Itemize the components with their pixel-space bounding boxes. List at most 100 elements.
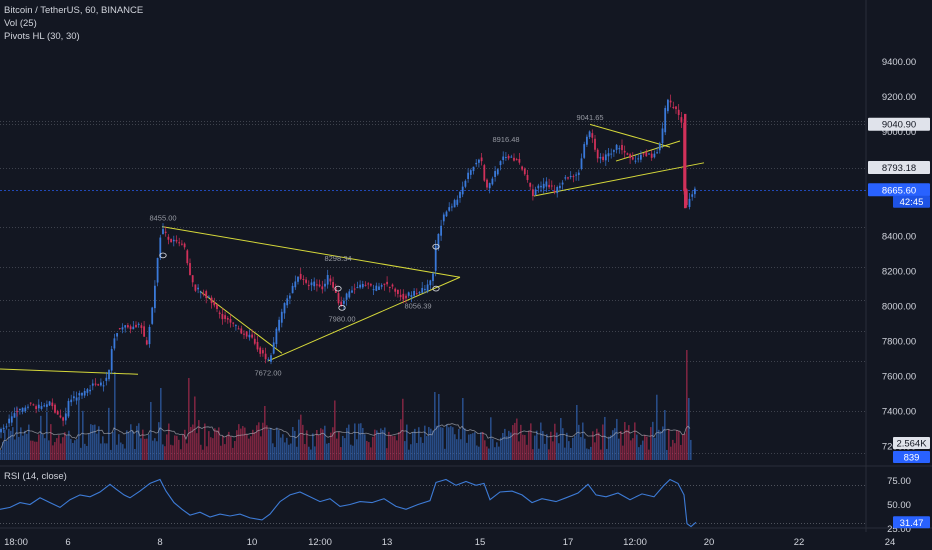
candle-body bbox=[175, 239, 178, 242]
volume-bar bbox=[112, 432, 114, 460]
candle-body bbox=[513, 157, 515, 161]
volume-bar bbox=[354, 423, 356, 460]
symbol-legend[interactable]: Bitcoin / TetherUS, 60, BINANCE bbox=[4, 5, 144, 16]
volume-bar bbox=[212, 438, 214, 460]
rsi-legend[interactable]: RSI (14, close) bbox=[4, 471, 67, 482]
pivots-legend[interactable]: Pivots HL (30, 30) bbox=[4, 31, 80, 42]
candles bbox=[0, 94, 696, 439]
volume-bar bbox=[174, 435, 176, 460]
candle-body bbox=[661, 128, 664, 144]
candle-body bbox=[5, 426, 8, 428]
candle-body bbox=[8, 418, 10, 424]
candle-body bbox=[302, 279, 305, 281]
volume-bar bbox=[656, 394, 658, 460]
volume-bar bbox=[244, 427, 246, 460]
time-tick-label: 15 bbox=[475, 537, 486, 548]
volume-bar bbox=[318, 434, 320, 460]
volume-bar bbox=[138, 423, 140, 460]
volume-bar bbox=[98, 426, 100, 460]
volume-bar bbox=[388, 431, 390, 460]
candle-body bbox=[407, 292, 410, 296]
volume-bar bbox=[86, 445, 88, 460]
volume-bar bbox=[540, 422, 542, 460]
volume-bar bbox=[366, 440, 368, 460]
volume-bar bbox=[450, 426, 452, 460]
volume-bar bbox=[188, 378, 190, 460]
time-tick-label: 8 bbox=[157, 537, 162, 548]
volume-bar bbox=[662, 426, 664, 460]
candle-body bbox=[54, 404, 56, 413]
volume-bar bbox=[626, 429, 628, 460]
volume-bar bbox=[268, 429, 270, 460]
candle-body bbox=[410, 295, 413, 298]
price-axis[interactable]: 9400.00 9200.00 9000.00 8400.00 8200.00 8000.… bbox=[868, 57, 930, 535]
candle-body bbox=[235, 325, 237, 327]
volume-bar bbox=[64, 432, 66, 460]
volume-bar bbox=[620, 431, 622, 460]
candle-body bbox=[321, 286, 324, 290]
time-tick-label: 12:00 bbox=[623, 537, 647, 548]
volume-bar bbox=[648, 449, 650, 460]
volume-bar bbox=[246, 433, 248, 460]
volume-bar bbox=[286, 437, 288, 460]
volume-bar bbox=[168, 423, 170, 460]
candle-body bbox=[351, 290, 353, 293]
candle-body bbox=[405, 295, 407, 299]
candle-body bbox=[181, 243, 183, 245]
volume-bar bbox=[122, 444, 124, 460]
candle-body bbox=[402, 293, 405, 300]
volume-bar bbox=[576, 405, 578, 460]
volume-bar bbox=[278, 430, 280, 460]
candle-body bbox=[121, 327, 124, 330]
volume-bar bbox=[264, 406, 266, 460]
price-badge-label: 9040.90 bbox=[882, 120, 916, 131]
volume-bar bbox=[602, 424, 604, 460]
volume-bar bbox=[526, 444, 528, 460]
volume-bar bbox=[344, 438, 346, 460]
volume-bar bbox=[298, 419, 300, 460]
price-badge bbox=[868, 183, 930, 197]
volume-bar bbox=[84, 443, 86, 460]
volume-bar bbox=[224, 444, 226, 460]
candle-body bbox=[615, 144, 618, 150]
volume-bar bbox=[516, 418, 518, 460]
volume-bar bbox=[310, 449, 312, 460]
volume-bar bbox=[684, 433, 686, 460]
volume-bar bbox=[486, 446, 488, 460]
time-tick-label: 12:00 bbox=[308, 537, 332, 548]
candle-body bbox=[264, 353, 267, 360]
candle-body bbox=[505, 157, 507, 159]
candle-body bbox=[575, 174, 577, 176]
candle-body bbox=[480, 157, 483, 162]
candle-body bbox=[129, 326, 132, 330]
volume-legend[interactable]: Vol (25) bbox=[4, 18, 37, 29]
volume-bar bbox=[642, 440, 644, 460]
pivot-marker bbox=[159, 252, 167, 259]
volume-bar bbox=[340, 447, 342, 460]
volume-bar bbox=[156, 441, 158, 460]
rsi-value-label: 31.47 bbox=[900, 518, 924, 529]
volume-bar bbox=[430, 428, 432, 460]
candle-body bbox=[248, 334, 251, 338]
volume-bar bbox=[172, 445, 174, 460]
volume-bar bbox=[548, 449, 550, 460]
volume-bar bbox=[332, 427, 334, 460]
volume-bar bbox=[350, 444, 352, 460]
candle-body bbox=[626, 153, 629, 155]
trendline bbox=[0, 368, 139, 375]
candle-body bbox=[253, 338, 256, 344]
candle-body bbox=[216, 304, 218, 309]
candle-body bbox=[67, 400, 70, 417]
price-tick-label: 7400.00 bbox=[882, 406, 916, 417]
volume-bar bbox=[104, 443, 106, 460]
volume-bar bbox=[324, 425, 326, 460]
candle-body bbox=[602, 156, 604, 161]
time-axis[interactable]: 18:00 6 8 10 12:00 13 15 17 12:00 20 22 24 bbox=[4, 537, 895, 548]
volume-bar bbox=[4, 429, 6, 460]
candle-body bbox=[561, 182, 564, 185]
volume-bar bbox=[66, 435, 68, 460]
volume-bar bbox=[316, 429, 318, 460]
volume-ma-label: 2.564K bbox=[896, 439, 927, 450]
volume-bar bbox=[606, 448, 608, 460]
